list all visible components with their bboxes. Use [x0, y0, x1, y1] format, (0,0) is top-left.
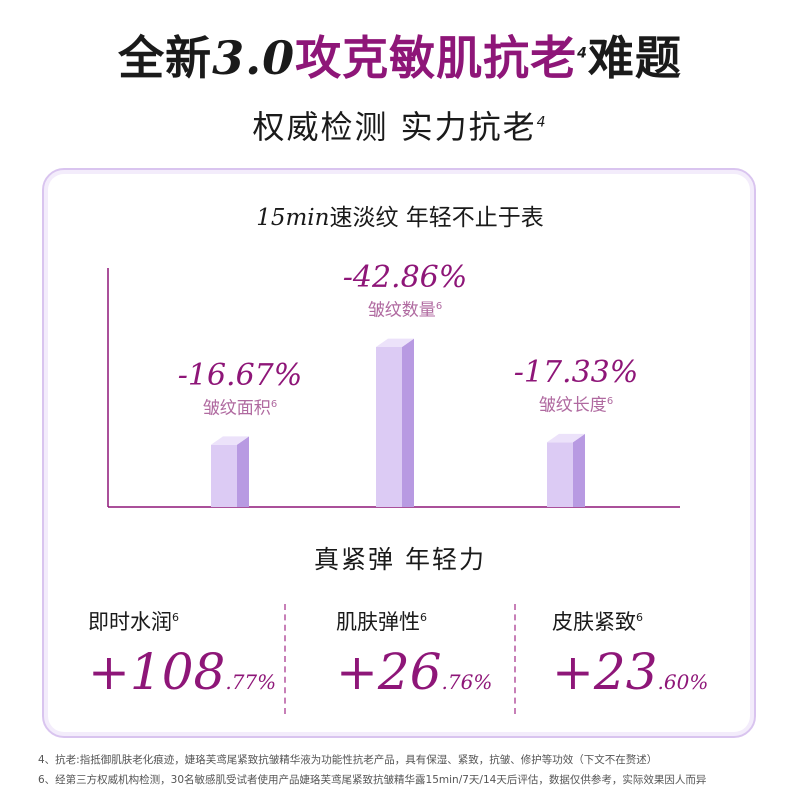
stat-firmness-int: +23: [552, 643, 658, 701]
headline-note-mark: 4: [577, 45, 588, 62]
stat-elasticity-value: +26.76%: [336, 642, 492, 712]
bar-count: [376, 338, 414, 507]
stat-hydration-label: 即时水润: [88, 610, 172, 634]
stat-hydration-note-mark: 6: [172, 611, 179, 624]
bar-value-length: -17.33%: [513, 355, 639, 391]
stat-divider-1: [284, 604, 286, 714]
bar-length-front: [547, 442, 573, 507]
bar-value-count: -42.86%: [342, 260, 468, 295]
stat-elasticity-name: 肌肤弹性6: [336, 606, 492, 636]
bar-label-count: -42.86% 皱纹数量6: [315, 261, 495, 323]
stat-elasticity-int: +26: [336, 643, 442, 701]
bar-label-length: -17.33% 皱纹长度6: [486, 356, 666, 418]
subline-note-mark: 4: [536, 114, 548, 131]
stat-firmness-dec: .60%: [657, 670, 709, 694]
stat-divider-2: [514, 604, 516, 714]
headline-suffix: 难题: [587, 31, 682, 85]
wrinkle-bar-chart: [107, 268, 680, 508]
subline: 权威检测 实力抗老4: [0, 102, 800, 148]
bar-category-area: 皱纹面积6: [202, 398, 278, 419]
section-title: 真紧弹 年轻力: [314, 545, 486, 574]
headline-prefix: 全新: [118, 31, 213, 85]
bar-value-area: -16.67%: [177, 357, 303, 393]
bar-label-area: -16.67% 皱纹面积6: [150, 357, 330, 421]
stat-hydration: 即时水润6 +108.77%: [88, 606, 276, 712]
stat-firmness-note-mark: 6: [636, 611, 643, 624]
chart-title-num: 15min: [256, 205, 330, 231]
bar-area-top: [211, 436, 249, 445]
stat-elasticity-dec: .76%: [441, 670, 493, 694]
stat-firmness-label: 皮肤紧致: [552, 610, 636, 634]
bar-length-side: [573, 433, 585, 507]
bar-length-top: [547, 433, 585, 443]
headline: 全新3.0攻克敏肌抗老4难题: [0, 22, 800, 88]
stat-elasticity: 肌肤弹性6 +26.76%: [336, 606, 492, 712]
stat-elasticity-label: 肌肤弹性: [336, 610, 420, 634]
bar-length: [547, 433, 585, 507]
chart-bars: [211, 338, 585, 507]
bar-category-count: 皱纹数量6: [367, 300, 443, 321]
chart-title: 15min速淡纹 年轻不止于表: [0, 198, 800, 232]
stat-hydration-int: +108: [88, 643, 226, 701]
subline-text: 权威检测 实力抗老: [252, 108, 537, 146]
stat-elasticity-note-mark: 6: [420, 611, 427, 624]
bar-count-top: [376, 338, 414, 347]
footnote-4: 4、抗老:指抵御肌肤老化痕迹，婕珞芙鸢尾紧致抗皱精华液为功能性抗老产品，具有保湿…: [38, 754, 658, 766]
headline-accent: 攻克敏肌抗老: [295, 31, 578, 85]
headline-version: 3.0: [212, 31, 296, 85]
footnotes: 4、抗老:指抵御肌肤老化痕迹，婕珞芙鸢尾紧致抗皱精华液为功能性抗老产品，具有保湿…: [38, 750, 788, 790]
bar-area: [211, 436, 249, 507]
stat-firmness-name: 皮肤紧致6: [552, 606, 708, 636]
stat-hydration-name: 即时水润6: [88, 606, 276, 636]
chart-title-text: 速淡纹 年轻不止于表: [329, 205, 544, 231]
bar-area-side: [237, 436, 249, 507]
bar-area-front: [211, 444, 237, 507]
stat-hydration-dec: .77%: [225, 670, 277, 694]
bar-count-front: [376, 347, 402, 507]
stat-hydration-value: +108.77%: [88, 642, 276, 712]
stat-firmness-value: +23.60%: [552, 642, 708, 712]
bar-category-length: 皱纹长度6: [538, 395, 614, 416]
bar-count-side: [402, 338, 414, 507]
footnote-6: 6、经第三方权威机构检测，30名敏感肌受试者使用产品婕珞芙鸢尾紧致抗皱精华露15…: [38, 774, 707, 786]
stat-firmness: 皮肤紧致6 +23.60%: [552, 606, 708, 712]
